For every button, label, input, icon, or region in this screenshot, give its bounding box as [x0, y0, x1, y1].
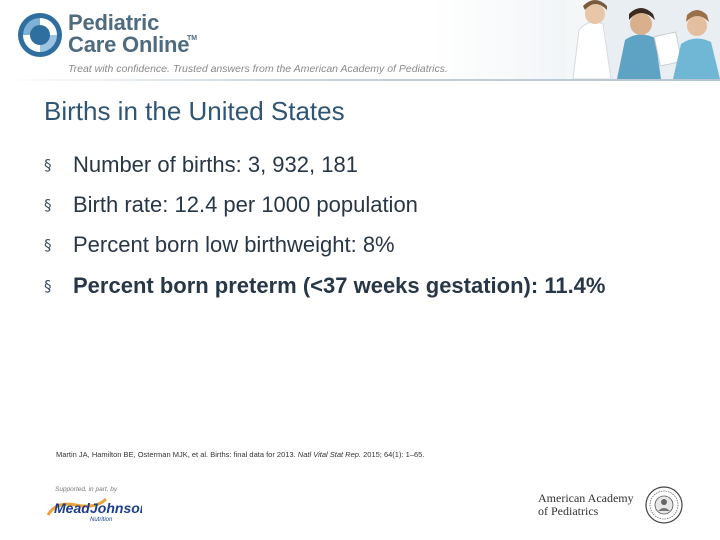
pediatric-care-online-logo-icon — [18, 13, 62, 57]
bullet-marker: § — [44, 196, 52, 214]
bullet-marker: § — [44, 277, 52, 295]
bullet-text: Birth rate: 12.4 per 1000 population — [73, 192, 418, 217]
reference-citation: Martin JA, Hamilton BE, Osterman MJK, et… — [56, 450, 424, 459]
aap-line1: American Academy — [538, 491, 634, 505]
aap-seal-icon — [645, 486, 683, 524]
header-divider — [0, 79, 720, 81]
support-label: Supported, in part, by — [55, 486, 118, 493]
bullet-text: Percent born preterm (<37 weeks gestatio… — [73, 273, 606, 298]
header-photo-image — [565, 0, 720, 79]
aap-line2: of Pediatrics — [538, 504, 599, 518]
bullet-text: Percent born low birthweight: 8% — [73, 232, 395, 257]
trademark-symbol: TM — [187, 35, 198, 42]
brand-name-line2: Care Online — [68, 32, 190, 57]
reference-volume-pages: 2015; 64(1): 1–65. — [363, 450, 425, 459]
brand-tagline: Treat with confidence. Trusted answers f… — [68, 63, 448, 75]
aap-wordmark: American Academy of Pediatrics — [538, 492, 634, 518]
svg-text:Mead: Mead — [54, 500, 90, 516]
mead-johnson-logo-icon: Mead Johnson Nutrition — [46, 497, 142, 523]
brand-name-line1: Pediatric — [68, 10, 160, 35]
svg-text:Johnson: Johnson — [90, 500, 142, 516]
reference-authors-title: Martin JA, Hamilton BE, Osterman MJK, et… — [56, 450, 296, 459]
svg-text:Nutrition: Nutrition — [90, 517, 113, 523]
reference-journal: Natl Vital Stat Rep. — [297, 450, 362, 459]
bullet-marker: § — [44, 156, 52, 174]
slide-title: Births in the United States — [44, 96, 345, 126]
bullet-marker: § — [44, 236, 52, 254]
bullet-text: Number of births: 3, 932, 181 — [73, 152, 358, 177]
